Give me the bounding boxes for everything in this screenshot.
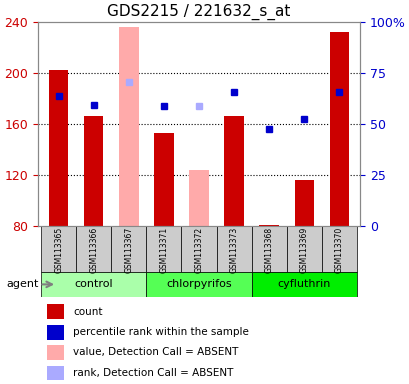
Text: rank, Detection Call = ABSENT: rank, Detection Call = ABSENT [73, 368, 233, 378]
Bar [294, 180, 313, 226]
Text: GSM113365: GSM113365 [54, 227, 63, 273]
Text: GSM113373: GSM113373 [229, 227, 238, 273]
Text: GSM113371: GSM113371 [159, 227, 168, 273]
FancyBboxPatch shape [76, 226, 111, 272]
Bar [49, 70, 68, 226]
Bar [259, 225, 278, 226]
Bar [47, 325, 63, 340]
Bar [47, 304, 63, 319]
Title: GDS2215 / 221632_s_at: GDS2215 / 221632_s_at [107, 4, 290, 20]
FancyBboxPatch shape [41, 272, 146, 297]
Text: GSM113372: GSM113372 [194, 227, 203, 273]
Text: GSM113369: GSM113369 [299, 227, 308, 273]
Bar [154, 133, 173, 226]
FancyBboxPatch shape [146, 272, 251, 297]
Bar [119, 27, 138, 226]
FancyBboxPatch shape [216, 226, 251, 272]
FancyBboxPatch shape [111, 226, 146, 272]
Text: GSM113370: GSM113370 [334, 227, 343, 273]
FancyBboxPatch shape [181, 226, 216, 272]
FancyBboxPatch shape [41, 226, 76, 272]
Text: control: control [74, 280, 113, 290]
Bar [47, 366, 63, 381]
Text: agent: agent [6, 280, 38, 290]
FancyBboxPatch shape [251, 226, 286, 272]
Bar [224, 116, 243, 226]
FancyBboxPatch shape [251, 272, 356, 297]
Text: percentile rank within the sample: percentile rank within the sample [73, 328, 249, 338]
Text: count: count [73, 307, 103, 317]
FancyBboxPatch shape [146, 226, 181, 272]
Bar [189, 170, 208, 226]
FancyBboxPatch shape [321, 226, 356, 272]
Text: GSM113368: GSM113368 [264, 227, 273, 273]
Text: value, Detection Call = ABSENT: value, Detection Call = ABSENT [73, 348, 238, 358]
Bar [47, 345, 63, 360]
Text: chlorpyrifos: chlorpyrifos [166, 280, 231, 290]
Bar [329, 32, 348, 226]
Bar [84, 116, 103, 226]
Text: cyfluthrin: cyfluthrin [277, 280, 330, 290]
Text: GSM113367: GSM113367 [124, 227, 133, 273]
FancyBboxPatch shape [286, 226, 321, 272]
Text: GSM113366: GSM113366 [89, 227, 98, 273]
